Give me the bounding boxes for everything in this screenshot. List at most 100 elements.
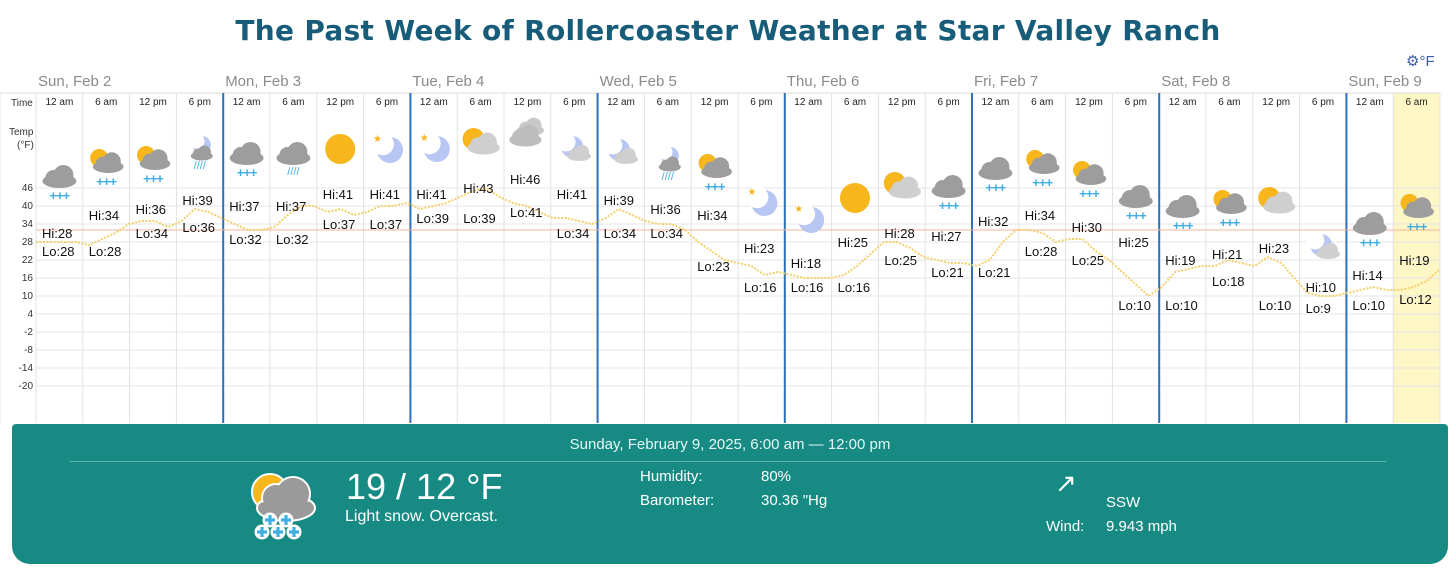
wind-direction: SSW bbox=[1106, 494, 1141, 511]
hi-temp-label: Hi:36 bbox=[650, 202, 680, 217]
hi-temp-label: Hi:37 bbox=[229, 199, 259, 214]
time-slot-column[interactable] bbox=[832, 93, 879, 423]
lo-temp-label: Lo:28 bbox=[1025, 244, 1058, 259]
partly-sunny-cloud-icon bbox=[462, 128, 500, 155]
time-slot-label: 12 pm bbox=[701, 97, 729, 108]
cloud-snow-icon: +++ bbox=[931, 175, 966, 213]
partly-sunny-cloud-snow-icon: +++ bbox=[1213, 190, 1247, 230]
time-slot-labels: 12 am 6 am 12 pm 6 pm 12 am 6 am 12 pm 6 pm 12 a… bbox=[46, 97, 1428, 108]
day-label: Tue, Feb 4 bbox=[412, 73, 484, 90]
humidity-value: 80% bbox=[761, 468, 792, 485]
svg-text:+++: +++ bbox=[96, 174, 117, 189]
time-slot-column[interactable] bbox=[457, 93, 504, 423]
time-slot-column[interactable] bbox=[223, 93, 270, 423]
lo-temp-label: Lo:34 bbox=[650, 226, 683, 241]
time-slot-label: 6 pm bbox=[563, 97, 585, 108]
hi-temp-label: Hi:10 bbox=[1306, 280, 1336, 295]
partly-sunny-cloud-snow-icon: +++ bbox=[1400, 194, 1434, 234]
time-slot-column[interactable] bbox=[1393, 93, 1440, 423]
time-slot-column[interactable] bbox=[504, 93, 551, 423]
wind-label: Wind: bbox=[1046, 518, 1085, 535]
partly-sunny-cloud-icon bbox=[1258, 187, 1296, 214]
time-slot-column[interactable] bbox=[270, 93, 317, 423]
lo-temp-label: Lo:21 bbox=[931, 265, 964, 280]
partly-sunny-cloud-snow-icon: +++ bbox=[698, 154, 732, 194]
time-slot-column[interactable] bbox=[925, 93, 972, 423]
time-slot-column[interactable] bbox=[83, 93, 130, 423]
time-slot-label: 12 am bbox=[46, 97, 74, 108]
time-slot-label: 12 am bbox=[420, 97, 448, 108]
time-slot-label: 12 pm bbox=[888, 97, 916, 108]
temp-tick-labels: 46 40 34 28 22 16 10 4 -2 -8 -14 -20 bbox=[19, 183, 34, 392]
time-slot-column[interactable] bbox=[1206, 93, 1253, 423]
time-slot-column[interactable] bbox=[598, 93, 645, 423]
time-slot-column[interactable] bbox=[1066, 93, 1113, 423]
time-slot-label: 12 pm bbox=[1075, 97, 1103, 108]
partly-sunny-cloud-icon bbox=[883, 172, 921, 199]
time-slot-label: 12 pm bbox=[139, 97, 167, 108]
lo-temp-label: Lo:32 bbox=[276, 232, 309, 247]
cloud-snow-icon: +++ bbox=[978, 157, 1013, 195]
time-slot-label: 12 pm bbox=[326, 97, 354, 108]
partly-sunny-cloud-snow-icon: +++ bbox=[1026, 150, 1060, 190]
day-label: Thu, Feb 6 bbox=[787, 73, 860, 90]
temperature-curve bbox=[36, 186, 1441, 298]
day-label: Sat, Feb 8 bbox=[1161, 73, 1230, 90]
time-slot-column[interactable] bbox=[410, 93, 457, 423]
hi-temp-label: Hi:21 bbox=[1212, 247, 1242, 262]
time-slot-column[interactable] bbox=[1159, 93, 1206, 423]
cloud-snow-icon: +++ bbox=[1118, 185, 1153, 223]
weather-timeline-chart: Time Temp (°F) 46 40 34 28 22 16 10 4 -2 -8 -14 -20… bbox=[0, 73, 1441, 423]
hi-temp-label: Hi:18 bbox=[791, 256, 821, 271]
temp-tick-label: -14 bbox=[19, 363, 34, 374]
time-slot-column[interactable] bbox=[176, 93, 223, 423]
time-slot-column[interactable] bbox=[1112, 93, 1159, 423]
temp-tick-label: 10 bbox=[22, 291, 34, 302]
hi-temp-label: Hi:34 bbox=[1025, 208, 1055, 223]
time-slot-column[interactable] bbox=[317, 93, 364, 423]
moon-star-icon: ★ bbox=[371, 133, 403, 163]
temp-tick-label: 46 bbox=[22, 183, 34, 194]
detail-snow-cloud-icon bbox=[251, 473, 316, 540]
time-slot-column[interactable] bbox=[972, 93, 1019, 423]
settings-units-button[interactable]: ⚙°F bbox=[1406, 53, 1435, 70]
time-slot-column[interactable] bbox=[1253, 93, 1300, 423]
moon-cloud-rain-icon: //// bbox=[657, 144, 681, 183]
cloud-snow-icon: +++ bbox=[42, 165, 77, 203]
time-slot-label: 6 pm bbox=[189, 97, 211, 108]
time-slot-column[interactable] bbox=[364, 93, 411, 423]
time-slot-column[interactable] bbox=[785, 93, 832, 423]
moon-cloud-icon bbox=[1305, 230, 1340, 259]
moon-cloud-icon bbox=[603, 135, 638, 164]
svg-text:+++: +++ bbox=[986, 180, 1007, 195]
moon-star-icon: ★ bbox=[418, 132, 450, 162]
time-slot-column[interactable] bbox=[1346, 93, 1393, 423]
lo-temp-label: Lo:16 bbox=[838, 280, 871, 295]
wind-direction-arrow-icon: ↗ bbox=[1055, 468, 1077, 498]
hi-temp-label: Hi:27 bbox=[931, 229, 961, 244]
slot-hit-areas[interactable] bbox=[36, 93, 1440, 423]
time-slot-label: 12 pm bbox=[1262, 97, 1290, 108]
time-slot-column[interactable] bbox=[130, 93, 177, 423]
hi-temp-label: Hi:41 bbox=[323, 187, 353, 202]
time-slot-column[interactable] bbox=[36, 93, 83, 423]
lo-temp-label: Lo:39 bbox=[463, 211, 496, 226]
svg-text:★: ★ bbox=[794, 204, 803, 215]
time-slot-column[interactable] bbox=[551, 93, 598, 423]
time-slot-column[interactable] bbox=[644, 93, 691, 423]
time-slot-column[interactable] bbox=[691, 93, 738, 423]
time-slot-column[interactable] bbox=[1019, 93, 1066, 423]
time-slot-label: 6 pm bbox=[937, 97, 959, 108]
barometer-value: 30.36 "Hg bbox=[761, 492, 828, 509]
detail-date-range: Sunday, February 9, 2025, 6:00 am — 12:0… bbox=[569, 436, 891, 453]
time-slot-column[interactable] bbox=[738, 93, 785, 423]
time-slot-column[interactable] bbox=[1300, 93, 1347, 423]
time-slot-label: 6 am bbox=[844, 97, 866, 108]
time-slot-label: 12 am bbox=[233, 97, 261, 108]
axis-labels: Time Temp (°F) bbox=[9, 98, 34, 151]
lo-temp-label: Lo:36 bbox=[182, 220, 215, 235]
svg-text:+++: +++ bbox=[1220, 215, 1241, 230]
lo-temp-label: Lo:37 bbox=[323, 217, 356, 232]
time-slot-column[interactable] bbox=[878, 93, 925, 423]
lo-temp-label: Lo:16 bbox=[744, 280, 777, 295]
